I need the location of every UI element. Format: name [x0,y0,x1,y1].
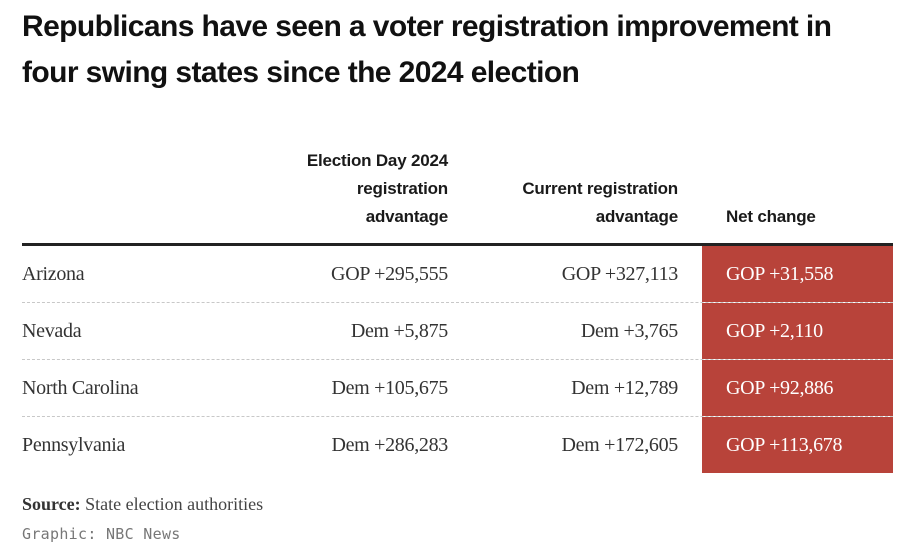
column-header-net-change: Net change [726,207,816,226]
source-note: Source: State election authorities [22,494,263,515]
state-cell: Pennsylvania [22,434,126,456]
source-label: Source: [22,494,81,514]
table-row: Pennsylvania Dem +286,283 Dem +172,605 G… [22,416,893,473]
current-cell: Dem +172,605 [561,434,678,456]
current-cell: Dem +3,765 [580,320,678,342]
graphic-credit: Graphic: NBC News [22,525,181,543]
state-cell: North Carolina [22,377,139,399]
current-cell: GOP +327,113 [561,263,679,285]
election-day-cell: GOP +295,555 [331,263,448,285]
election-day-cell: Dem +105,675 [331,377,448,399]
table-header: Election Day 2024 registration advantage… [22,148,893,243]
election-day-cell: Dem +286,283 [331,434,448,456]
column-header-current: Current registration advantage [522,179,678,226]
election-day-cell: Dem +5,875 [350,320,448,342]
state-cell: Nevada [22,320,82,342]
table-row: North Carolina Dem +105,675 Dem +12,789 … [22,359,893,416]
chart-title: Republicans have seen a voter registrati… [22,10,832,89]
net-change-cell: GOP +2,110 [702,303,893,359]
table-row: Nevada Dem +5,875 Dem +3,765 GOP +2,110 [22,302,893,359]
net-change-cell: GOP +92,886 [702,360,893,416]
table-row: Arizona GOP +295,555 GOP +327,113 GOP +3… [22,246,893,302]
header-rule [22,243,893,246]
net-change-cell: GOP +113,678 [702,417,893,473]
source-text: State election authorities [80,494,264,514]
current-cell: Dem +12,789 [571,377,678,399]
net-change-cell: GOP +31,558 [702,246,893,302]
column-header-election-day: Election Day 2024 registration advantage [306,151,448,226]
state-cell: Arizona [22,263,85,285]
registration-table: Election Day 2024 registration advantage… [22,148,893,473]
